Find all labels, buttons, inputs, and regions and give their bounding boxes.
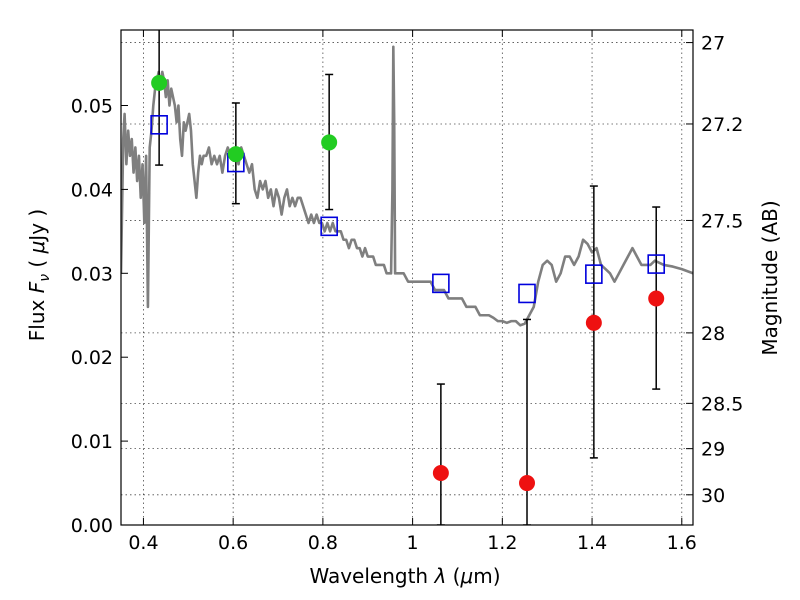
- y-tick-label: 0.03: [71, 263, 113, 285]
- detection-point: [151, 74, 168, 91]
- model-photometry-square: [518, 283, 536, 304]
- model-spectrum-layer: [121, 45, 693, 327]
- model-photometry-square: [150, 115, 168, 135]
- non-detection-point: [432, 464, 449, 481]
- axis-ticks: 0.4 0.6 0.8 1 1.2 1.4 1.6 0.00 0.01 0.02 0.03 0.04 0…: [71, 30, 743, 554]
- non-detection-point: [648, 290, 665, 307]
- y2-tick-label: 27.2: [701, 114, 743, 136]
- y2-tick-label: 28: [701, 323, 725, 345]
- x-tick-label: 1.4: [577, 532, 607, 554]
- x-tick-label: 0.6: [218, 532, 248, 554]
- markers: [150, 74, 666, 492]
- model-photometry-square: [432, 273, 450, 294]
- non-detection-point: [585, 314, 602, 331]
- y-axis-title: Flux Fν ( μJy ): [25, 209, 53, 341]
- x-tick-label: 1: [407, 532, 419, 554]
- model-photometry-square: [320, 216, 338, 237]
- y2-tick-label: 29: [701, 439, 725, 461]
- y2-tick-label: 27.5: [701, 210, 743, 232]
- y2-tick-label: 27: [701, 33, 725, 55]
- grid: [121, 30, 693, 525]
- x-tick-label: 1.2: [487, 532, 517, 554]
- y-tick-label: 0.00: [71, 515, 113, 537]
- y2-axis-title: Magnitude (AB): [758, 200, 782, 355]
- model-photometry-square: [585, 264, 603, 284]
- model-spectrum-line: [121, 45, 693, 327]
- model-photometry-square: [647, 254, 666, 274]
- y2-tick-label: 30: [701, 485, 725, 507]
- y2-tick-label: 28.5: [701, 393, 743, 415]
- x-axis-title: Wavelength λ (μm): [309, 564, 500, 588]
- x-tick-label: 0.8: [308, 532, 338, 554]
- x-tick-label: 1.6: [667, 532, 697, 554]
- plot-frame: [120, 29, 694, 526]
- y-tick-label: 0.01: [71, 431, 113, 453]
- y-tick-label: 0.04: [71, 179, 113, 201]
- y-tick-label: 0.05: [71, 96, 113, 118]
- y-tick-label: 0.02: [71, 347, 113, 369]
- x-tick-label: 0.4: [128, 532, 158, 554]
- detection-point: [227, 146, 244, 163]
- detection-point: [321, 134, 338, 151]
- non-detection-point: [519, 475, 536, 492]
